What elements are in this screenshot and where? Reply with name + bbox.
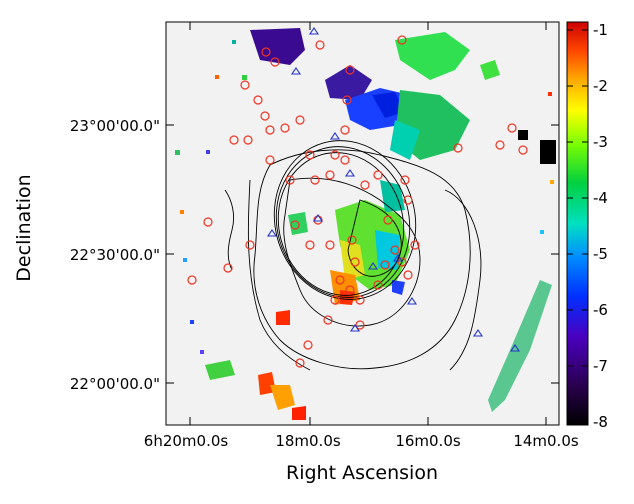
contour-lines — [224, 140, 482, 371]
patch-green-right — [480, 60, 500, 80]
y-axis-label: Declination — [13, 174, 35, 281]
colorbar-tick-label: -6 — [593, 301, 608, 319]
patch-blue-2 — [372, 92, 405, 118]
image-layer — [175, 27, 556, 420]
colorbar-tick-label: -7 — [593, 357, 608, 375]
blue-triangle-markers — [266, 27, 521, 352]
x-tick-label: 6h20m0.0s — [144, 432, 229, 450]
y-tick-label: 23°00'00.0" — [70, 117, 160, 135]
x-tick-label: 18m0.0s — [275, 432, 341, 450]
patch-black-right — [540, 140, 556, 164]
colorbar-tick-label: -3 — [593, 133, 608, 151]
patch-teal — [390, 120, 420, 160]
red-circle-markers — [187, 35, 528, 368]
y-tick-label: 22°00'00.0" — [70, 375, 160, 393]
colorbar-tick-labels: -1 -2 -3 -4 -5 -6 -7 -8 — [593, 21, 608, 431]
colorbar — [566, 21, 589, 426]
colorbar-ticks — [567, 29, 588, 423]
patch-green-left — [288, 212, 308, 235]
x-axis-label: Right Ascension — [286, 462, 438, 484]
colorbar-tick-label: -4 — [593, 189, 608, 207]
patch-teal-center — [380, 180, 405, 212]
axis-ticks — [166, 22, 559, 425]
x-tick-label: 16m0.0s — [395, 432, 461, 450]
patch-cyan-center — [375, 230, 400, 270]
colorbar-tick-label: -5 — [593, 245, 608, 263]
patch-yellow — [340, 240, 365, 280]
patch-right-band — [488, 280, 552, 412]
colorbar-tick-label: -1 — [593, 21, 608, 39]
patch-orange-lowleft — [270, 385, 295, 410]
y-tick-label: 22°30'00.0" — [70, 246, 160, 264]
y-tick-labels: 22°00'00.0" 22°30'00.0" 23°00'00.0" — [70, 117, 160, 393]
x-tick-label: 14m0.0s — [513, 432, 579, 450]
patch-red-bottom — [292, 406, 306, 420]
patch-blue-spot — [392, 280, 405, 295]
patch-black-2 — [518, 130, 528, 140]
plot-frame — [165, 21, 560, 426]
patch-green-lowleft — [205, 360, 235, 380]
patch-green-top — [395, 32, 470, 80]
patch-red-left — [276, 310, 290, 325]
patch-purple-top — [325, 65, 372, 100]
x-tick-labels: 6h20m0.0s 18m0.0s 16m0.0s 14m0.0s — [144, 432, 579, 450]
colorbar-tick-label: -8 — [593, 413, 608, 431]
colorbar-tick-label: -2 — [593, 77, 608, 95]
